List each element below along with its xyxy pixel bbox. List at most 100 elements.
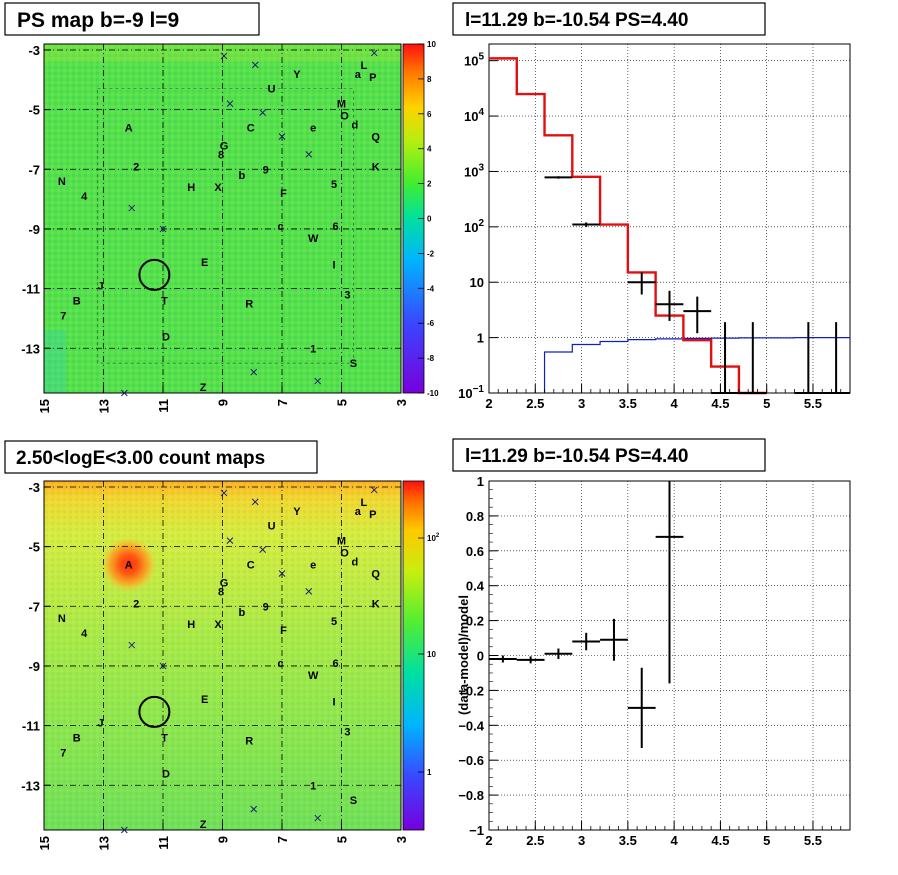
y-tick-label: 103 bbox=[464, 162, 484, 179]
y-tick-exponent: 5 bbox=[478, 52, 484, 63]
source-label: L bbox=[360, 60, 367, 72]
source-label: G bbox=[220, 140, 229, 152]
colorbar-tick-label: 10 bbox=[427, 40, 436, 49]
source-label: d bbox=[352, 557, 359, 569]
x-tick-label: 3 bbox=[394, 836, 409, 843]
count-map-colorbar bbox=[402, 480, 425, 831]
count-map-cross-markers bbox=[120, 486, 378, 834]
colorbar-tick-label: 102 bbox=[427, 533, 440, 543]
ps-map-cross-markers bbox=[120, 49, 378, 397]
y-tick-label: −1 bbox=[469, 823, 484, 838]
count-map-source-labels: A B C D E F G H I J K L M N O P Q R S T U W X Y Za b c d e 1 2 3 4 5 6 7 8 9 bbox=[58, 497, 381, 831]
source-label: 7 bbox=[60, 747, 66, 759]
residual-data-points bbox=[489, 481, 684, 748]
cross-marker bbox=[251, 498, 259, 506]
residual-x-ticks: 2 2.5 3 3.5 4 4.5 5 5.5 bbox=[485, 821, 851, 848]
count-map-target-circle bbox=[138, 695, 171, 728]
spectrum-grid bbox=[489, 44, 850, 393]
source-label: D bbox=[162, 768, 170, 780]
spectrum-x-ticks: 2 2.5 3 3.5 4 4.5 5 5.5 bbox=[485, 384, 851, 411]
y-tick-label: 0.4 bbox=[466, 579, 485, 594]
source-label: 1 bbox=[310, 343, 316, 355]
y-tick-label: -3 bbox=[28, 480, 40, 495]
source-label: 8 bbox=[218, 149, 224, 161]
x-tick-label: 3.5 bbox=[619, 396, 637, 411]
y-tick-exponent: 3 bbox=[478, 162, 484, 173]
x-tick-label: 11 bbox=[156, 399, 171, 413]
source-label: W bbox=[308, 670, 319, 682]
colorbar-tick-label: 4 bbox=[427, 145, 432, 154]
source-label: F bbox=[280, 625, 287, 637]
colorbar-tick-label: 2 bbox=[427, 180, 432, 189]
cross-marker bbox=[226, 100, 234, 108]
source-label: K bbox=[372, 161, 380, 173]
y-tick-exponent: 2 bbox=[478, 218, 484, 229]
y-tick-label: 105 bbox=[464, 52, 484, 69]
spectrum-plot-area bbox=[488, 43, 851, 394]
y-tick-label: -7 bbox=[28, 599, 40, 614]
y-tick-label: -9 bbox=[28, 222, 40, 237]
residual-title-box bbox=[452, 438, 766, 472]
cross-marker bbox=[159, 225, 167, 233]
source-label: N bbox=[58, 176, 66, 188]
source-label: H bbox=[187, 182, 195, 194]
source-label: b bbox=[238, 170, 245, 182]
x-tick-label: 3.5 bbox=[619, 833, 637, 848]
source-label: A bbox=[125, 560, 133, 572]
y-tick-label: 102 bbox=[464, 218, 484, 235]
spectrum-title: l=11.29 b=-10.54 PS=4.40 bbox=[465, 10, 688, 31]
y-tick-label: -5 bbox=[28, 540, 40, 555]
source-label: E bbox=[201, 257, 208, 269]
source-label: 6 bbox=[332, 221, 338, 233]
source-label: 2 bbox=[133, 161, 139, 173]
source-label: 3 bbox=[344, 290, 350, 302]
source-label: c bbox=[277, 221, 283, 233]
source-label: 7 bbox=[60, 310, 66, 322]
x-tick-label: 13 bbox=[97, 399, 112, 413]
source-label: L bbox=[360, 497, 367, 509]
source-label: Z bbox=[200, 382, 207, 394]
source-label: 1 bbox=[310, 780, 316, 792]
spectrum-panel: l=11.29 b=-10.54 PS=4.40 2 2.5 3 3.5 4 4.5 5 5.… bbox=[452, 2, 851, 411]
y-tick-label: -7 bbox=[28, 162, 40, 177]
cross-marker bbox=[128, 641, 136, 649]
source-label: b bbox=[238, 607, 245, 619]
source-label: e bbox=[310, 560, 316, 572]
colorbar-tick-label: 1 bbox=[427, 768, 432, 777]
source-label: E bbox=[201, 694, 208, 706]
source-label: 6 bbox=[332, 658, 338, 670]
source-label: B bbox=[73, 733, 81, 745]
source-label: S bbox=[350, 795, 357, 807]
cross-marker bbox=[120, 389, 128, 397]
x-tick-label: 3 bbox=[578, 396, 585, 411]
source-label: G bbox=[220, 577, 229, 589]
source-label: 9 bbox=[263, 601, 269, 613]
count-map-colorbar-ticks: 102 10 1 bbox=[418, 533, 440, 777]
source-label: B bbox=[73, 296, 81, 308]
source-label: P bbox=[369, 509, 376, 521]
source-label: Z bbox=[200, 819, 207, 831]
y-tick-label: 0 bbox=[477, 649, 484, 664]
y-tick-label: 104 bbox=[464, 107, 484, 124]
colorbar-tick-label: -6 bbox=[427, 319, 435, 328]
cross-marker bbox=[370, 486, 378, 494]
source-label: O bbox=[340, 548, 349, 560]
cross-marker bbox=[220, 52, 228, 60]
cross-marker bbox=[305, 588, 313, 595]
source-label: D bbox=[162, 331, 170, 343]
ps-map-region-outline bbox=[97, 88, 354, 364]
region-outline bbox=[97, 88, 354, 364]
source-label: 4 bbox=[81, 191, 88, 203]
colorbar-tick-exponent: 2 bbox=[436, 533, 440, 539]
x-tick-label: 15 bbox=[37, 836, 52, 850]
source-label: I bbox=[333, 697, 336, 709]
source-label: Y bbox=[293, 506, 301, 518]
y-tick-label: 0.8 bbox=[466, 509, 484, 524]
source-label: J bbox=[97, 718, 103, 730]
cross-marker bbox=[226, 537, 234, 545]
cross-marker bbox=[128, 204, 136, 212]
x-tick-label: 9 bbox=[216, 399, 231, 406]
source-label: T bbox=[161, 733, 168, 745]
source-label: M bbox=[337, 536, 346, 548]
x-tick-label: 3 bbox=[578, 833, 585, 848]
